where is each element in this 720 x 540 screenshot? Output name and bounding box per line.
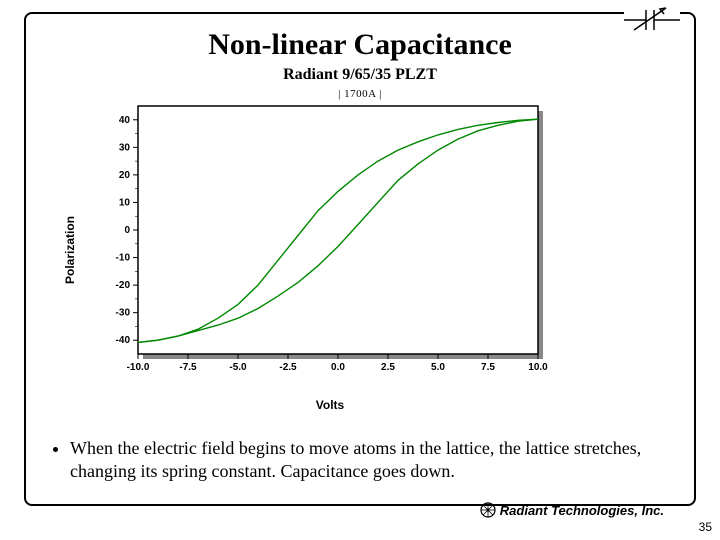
svg-text:40: 40 <box>119 115 131 126</box>
svg-text:0.0: 0.0 <box>331 362 345 373</box>
svg-text:-10.0: -10.0 <box>127 362 150 373</box>
bullet-text: When the electric field begins to move a… <box>48 437 672 482</box>
svg-text:10: 10 <box>119 197 131 208</box>
chart-svg: -40 -30 -20 -10 0 10 20 30 40 -10.0 -7.5 -5.0 -2.5 0.… <box>90 100 570 400</box>
bullet-item: When the electric field begins to move a… <box>70 437 672 482</box>
page-title: Non-linear Capacitance <box>0 28 720 62</box>
svg-text:10.0: 10.0 <box>528 362 548 373</box>
svg-text:-30: -30 <box>116 308 131 319</box>
svg-text:-5.0: -5.0 <box>229 362 247 373</box>
hysteresis-chart: Polarization -40-30-20-10010203040-10.0-… <box>90 100 570 400</box>
svg-text:5.0: 5.0 <box>431 362 445 373</box>
capacitor-icon <box>624 6 680 34</box>
svg-text:-10: -10 <box>116 253 131 264</box>
svg-text:-2.5: -2.5 <box>279 362 297 373</box>
svg-text:30: 30 <box>119 142 131 153</box>
footer-logo: Radiant Technologies, Inc. <box>480 502 664 518</box>
svg-text:20: 20 <box>119 170 131 181</box>
svg-text:0: 0 <box>124 225 130 236</box>
svg-text:-40: -40 <box>116 335 131 346</box>
chart-title: Radiant 9/65/35 PLZT <box>0 66 720 84</box>
svg-text:7.5: 7.5 <box>481 362 495 373</box>
thickness-label: | 1700A | <box>0 88 720 100</box>
svg-text:-7.5: -7.5 <box>179 362 197 373</box>
footer-text: Radiant Technologies, Inc. <box>500 503 664 518</box>
svg-text:2.5: 2.5 <box>381 362 395 373</box>
svg-text:-20: -20 <box>116 280 131 291</box>
page-number: 35 <box>699 520 712 534</box>
logo-icon <box>480 502 496 518</box>
y-axis-label: Polarization <box>63 216 77 284</box>
x-axis-label: Volts <box>90 398 570 412</box>
